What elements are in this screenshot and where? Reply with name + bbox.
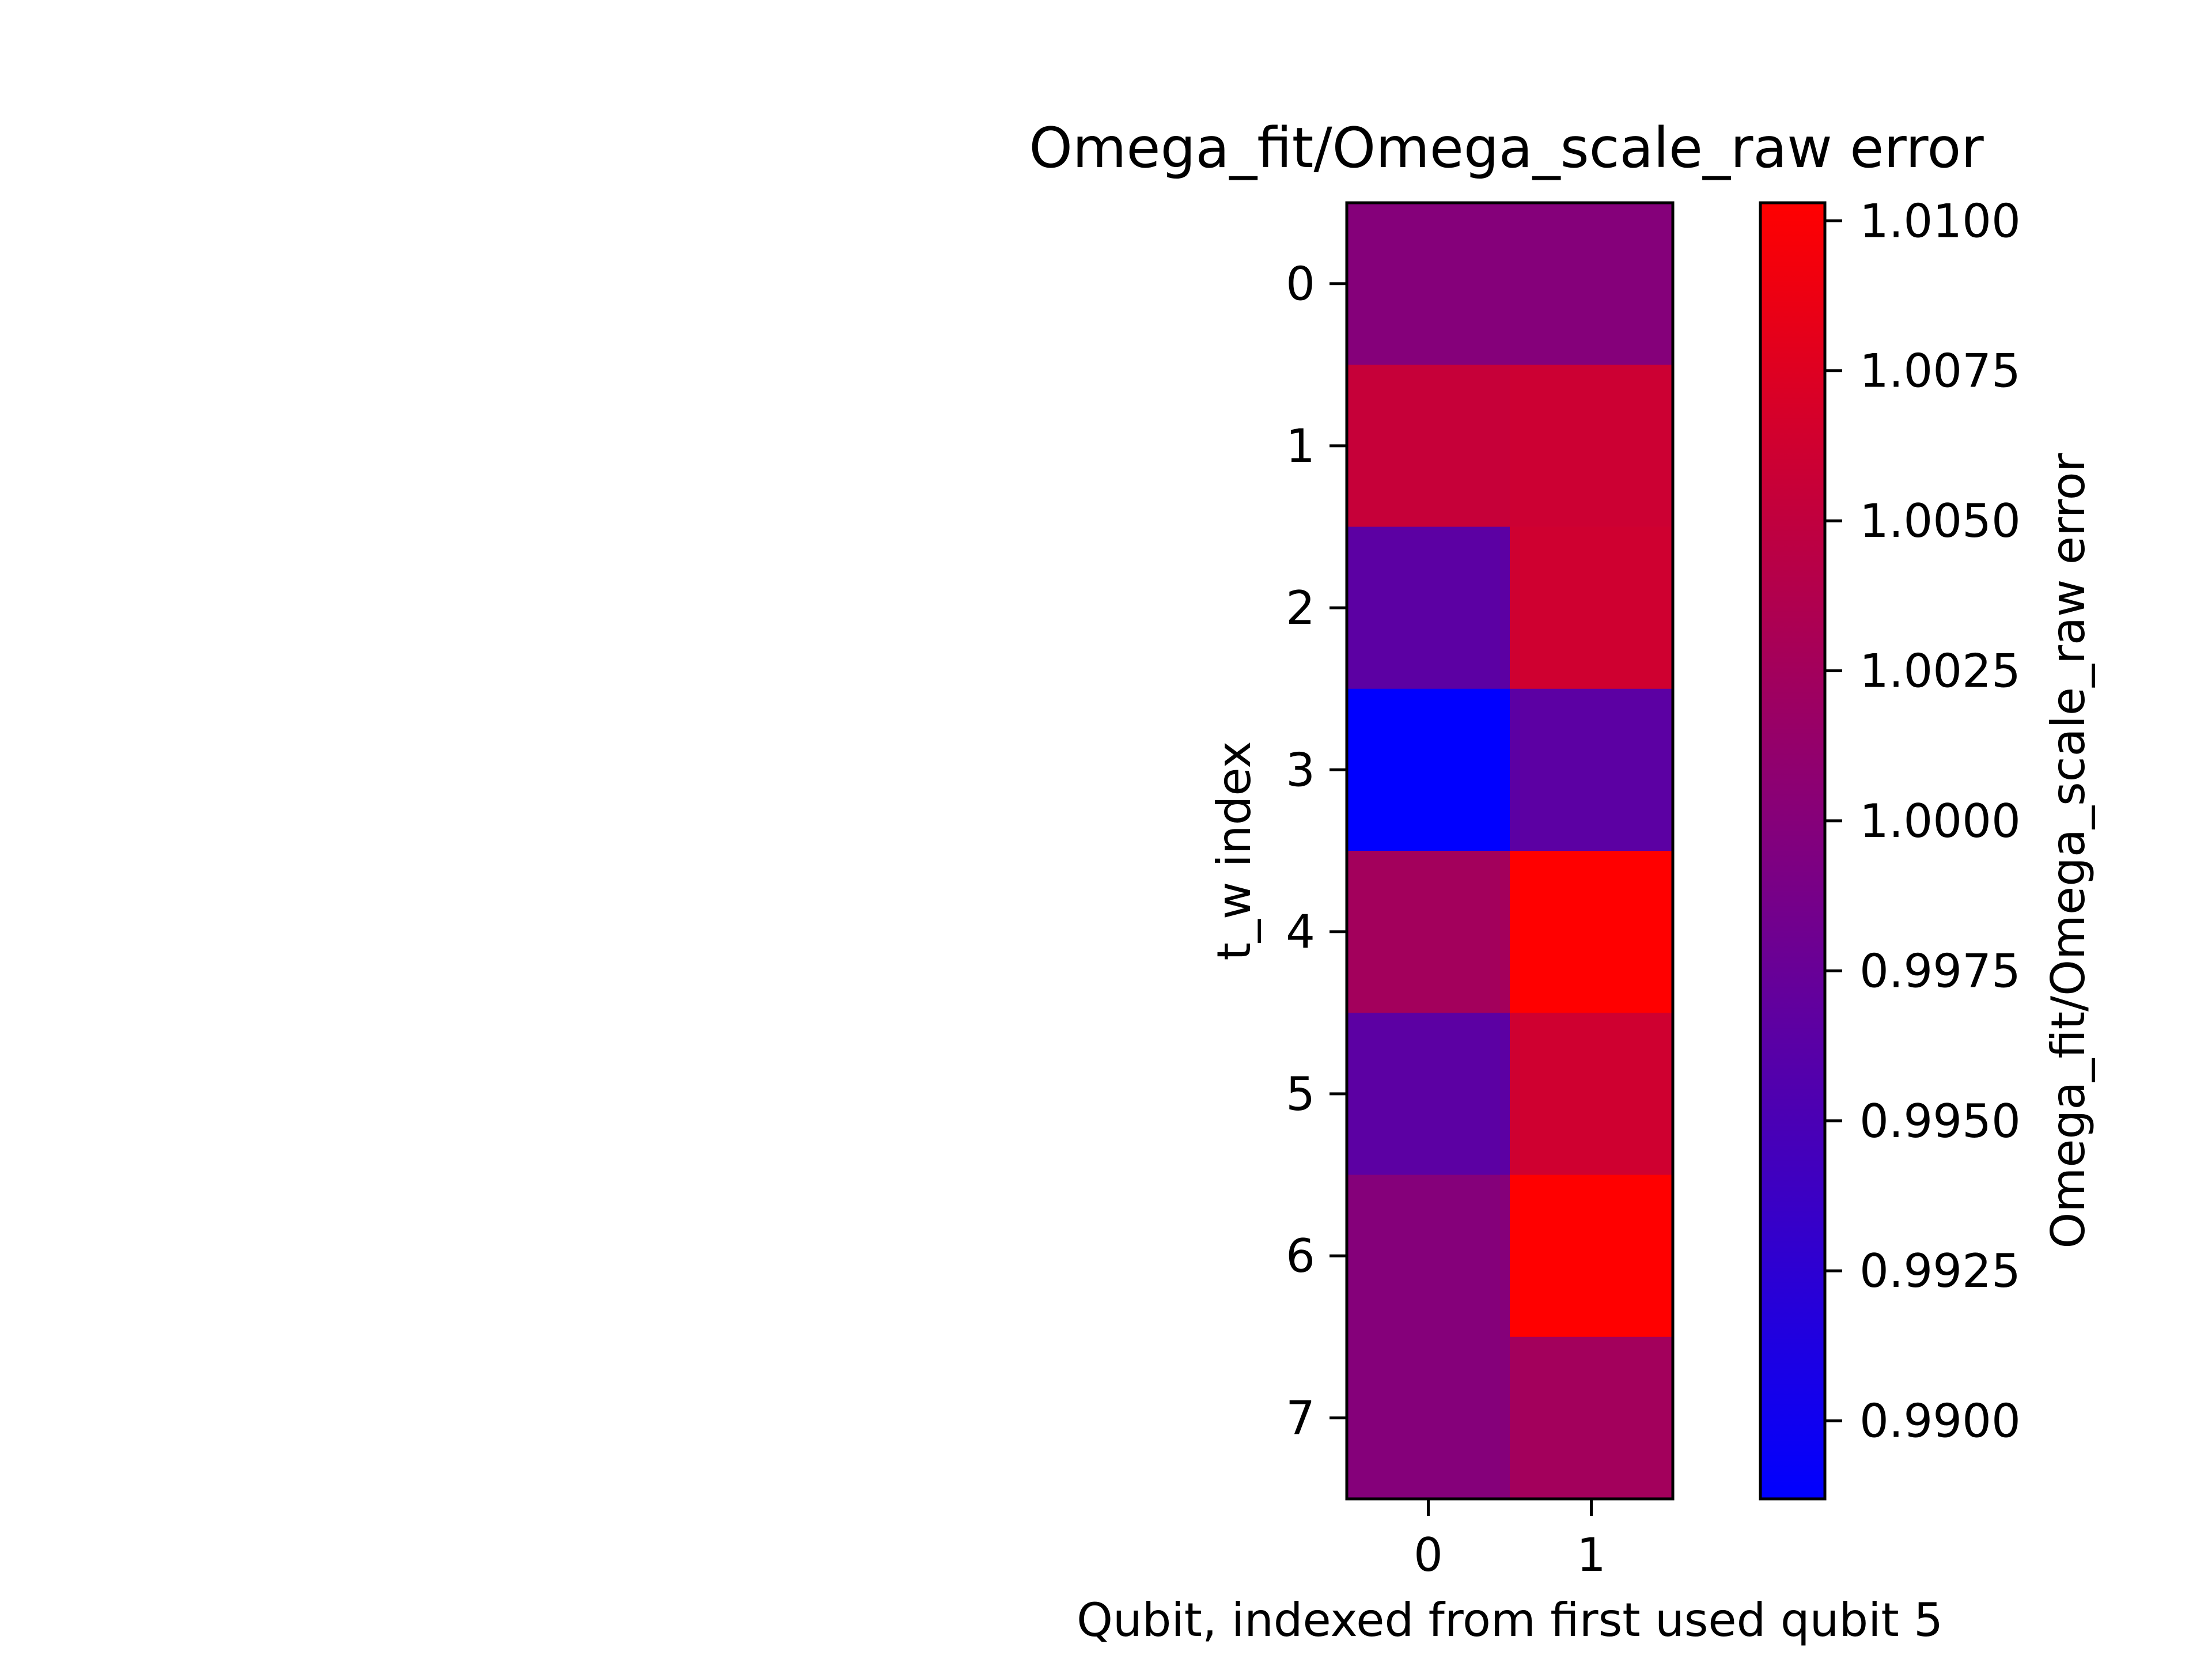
x-tick-label: 0 <box>1414 1528 1443 1582</box>
heatmap-cell <box>1510 851 1673 1013</box>
y-tick-label: 5 <box>1286 1067 1315 1121</box>
heatmap-cell <box>1347 527 1510 690</box>
colorbar-tick-label: 0.9900 <box>1859 1395 2021 1448</box>
colorbar-tick-label: 0.9950 <box>1859 1094 2021 1148</box>
colorbar-tick-label: 1.0075 <box>1859 344 2021 398</box>
heatmap-cell <box>1347 203 1510 365</box>
heatmap-cell <box>1510 203 1673 365</box>
y-tick-label: 4 <box>1286 906 1315 959</box>
y-tick-label: 1 <box>1286 419 1315 473</box>
heatmap-cell <box>1510 365 1673 527</box>
colorbar-tick-label: 1.0000 <box>1859 794 2021 848</box>
heatmap-cell <box>1510 1175 1673 1338</box>
heatmap-cell <box>1510 1336 1673 1499</box>
y-tick-label: 3 <box>1286 743 1315 797</box>
x-tick-label: 1 <box>1577 1528 1606 1582</box>
y-axis-ticks: 0 1 2 3 4 5 6 7 <box>1286 257 1347 1445</box>
colorbar <box>1759 201 1827 1501</box>
chart-title: Omega_fit/Omega_scale_raw error <box>1029 116 1984 180</box>
y-tick-label: 7 <box>1286 1391 1315 1445</box>
y-tick-label: 0 <box>1286 257 1315 311</box>
heatmap-cell <box>1510 527 1673 690</box>
x-axis-title: Qubit, indexed from first used qubit 5 <box>1077 1593 1943 1647</box>
heatmap-cell <box>1347 1013 1510 1175</box>
colorbar-tick-label: 1.0025 <box>1859 645 2021 698</box>
heatmap-cell <box>1347 365 1510 527</box>
y-axis-title: t_w index <box>1207 741 1261 960</box>
colorbar-ticks: 0.9900 0.9925 0.9950 0.9975 1.0000 1.0025 1.00… <box>1825 194 2021 1448</box>
colorbar-label: Omega_fit/Omega_scale_raw error <box>2041 453 2095 1248</box>
colorbar-tick-label: 1.0050 <box>1859 494 2021 548</box>
colorbar-tick-label: 1.0100 <box>1859 194 2021 248</box>
heatmap-cell <box>1510 1013 1673 1175</box>
heatmap-cell <box>1510 688 1673 851</box>
heatmap-cell <box>1347 1336 1510 1499</box>
y-tick-label: 6 <box>1286 1229 1315 1283</box>
heatmap-cell <box>1347 1175 1510 1338</box>
colorbar-tick-label: 0.9975 <box>1859 944 2021 998</box>
heatmap-cell <box>1347 851 1510 1013</box>
heatmap-cells <box>1347 203 1673 1499</box>
heatmap-frame <box>1345 201 1675 1501</box>
heatmap-cell <box>1347 688 1510 851</box>
y-tick-label: 2 <box>1286 581 1315 635</box>
colorbar-tick-label: 0.9925 <box>1859 1244 2021 1298</box>
